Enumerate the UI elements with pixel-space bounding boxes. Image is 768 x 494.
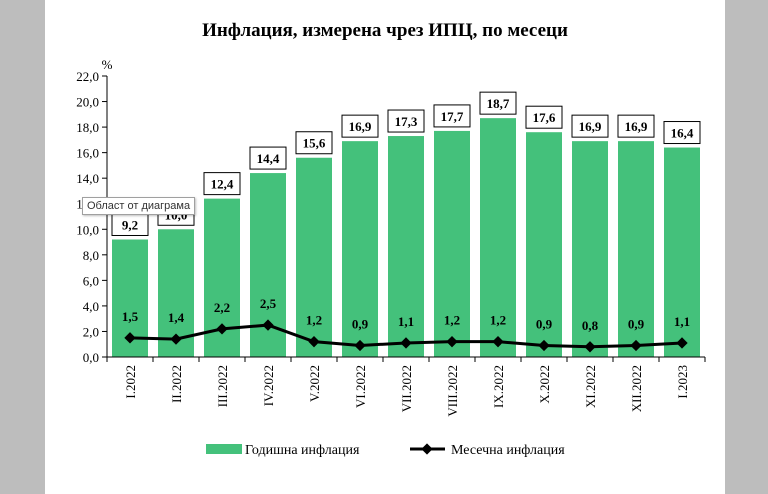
bar-data-label: 16,9 bbox=[579, 119, 602, 134]
bar-annual bbox=[342, 141, 378, 357]
y-axis-unit: % bbox=[102, 57, 113, 72]
line-marker-monthly bbox=[262, 319, 274, 331]
x-tick-label: III.2022 bbox=[215, 365, 230, 407]
y-tick-label: 14,0 bbox=[76, 171, 99, 186]
line-data-label: 1,1 bbox=[674, 314, 690, 329]
bar-data-label: 17,3 bbox=[395, 114, 418, 129]
line-data-label: 1,5 bbox=[122, 309, 139, 324]
bar-annual bbox=[388, 136, 424, 357]
line-marker-monthly bbox=[446, 336, 458, 348]
line-data-label: 1,2 bbox=[444, 313, 460, 328]
y-tick-label: 6,0 bbox=[83, 273, 99, 288]
x-tick-label: I.2022 bbox=[123, 365, 138, 399]
line-data-label: 0,8 bbox=[582, 318, 599, 333]
line-data-label: 1,4 bbox=[168, 310, 185, 325]
chart-area-tooltip: Област от диаграма bbox=[82, 197, 196, 215]
bar-label-box bbox=[249, 146, 287, 170]
bar-label-box bbox=[617, 114, 655, 138]
y-tick-label: 22,0 bbox=[76, 69, 99, 84]
bar-label-box bbox=[433, 104, 471, 128]
bar-annual bbox=[434, 130, 470, 357]
line-marker-monthly bbox=[216, 323, 228, 335]
bar-data-label: 17,7 bbox=[441, 109, 464, 124]
x-tick-label: IV.2022 bbox=[261, 365, 276, 406]
plot-area: 0,02,04,06,08,010,012,014,016,018,020,02… bbox=[76, 69, 706, 417]
x-tick-label: VI.2022 bbox=[353, 365, 368, 408]
y-tick-label: 16,0 bbox=[76, 146, 99, 161]
line-data-label: 1,1 bbox=[398, 314, 414, 329]
bar-data-label: 14,4 bbox=[257, 151, 280, 166]
bar-label-box bbox=[571, 114, 609, 138]
bar-label-box bbox=[341, 114, 379, 138]
x-tick-label: VIII.2022 bbox=[445, 365, 460, 417]
bar-data-label: 16,9 bbox=[625, 119, 648, 134]
y-tick-label: 4,0 bbox=[83, 299, 99, 314]
bar-annual bbox=[480, 118, 516, 358]
x-tick-label: I.2023 bbox=[675, 365, 690, 399]
legend-label-monthly: Месечна инфлация bbox=[451, 443, 565, 458]
line-data-label: 0,9 bbox=[536, 317, 553, 332]
bar-label-box bbox=[295, 131, 333, 155]
bar-data-label: 9,2 bbox=[122, 217, 138, 232]
bar-data-label: 18,7 bbox=[487, 96, 510, 111]
bar-label-box bbox=[663, 121, 701, 145]
line-data-label: 0,9 bbox=[352, 317, 369, 332]
y-tick-label: 2,0 bbox=[83, 324, 99, 339]
y-tick-label: 10,0 bbox=[76, 222, 99, 237]
y-tick-label: 0,0 bbox=[83, 350, 99, 365]
bar-label-box bbox=[479, 91, 517, 115]
line-marker-monthly bbox=[400, 337, 412, 349]
bar-annual bbox=[526, 132, 562, 357]
line-marker-monthly bbox=[676, 337, 688, 349]
bar-label-box bbox=[203, 172, 241, 196]
x-tick-label: V.2022 bbox=[307, 365, 322, 402]
x-tick-label: XI.2022 bbox=[583, 365, 598, 408]
x-tick-label: IX.2022 bbox=[491, 365, 506, 408]
chart-svg: Инфлация, измерена чрез ИПЦ, по месеци %… bbox=[76, 20, 706, 458]
legend-marker-monthly bbox=[421, 443, 433, 455]
bar-data-label: 16,4 bbox=[671, 126, 694, 141]
legend: Годишна инфлация Месечна инфлация bbox=[206, 443, 565, 458]
line-data-label: 1,2 bbox=[306, 313, 322, 328]
bar-data-label: 12,4 bbox=[211, 177, 234, 192]
chart-title: Инфлация, измерена чрез ИПЦ, по месеци bbox=[202, 20, 568, 41]
line-data-label: 2,5 bbox=[260, 296, 277, 311]
line-marker-monthly bbox=[630, 339, 642, 352]
line-marker-monthly bbox=[584, 341, 596, 353]
bar-annual bbox=[618, 141, 654, 357]
legend-swatch-annual bbox=[206, 444, 242, 454]
chart-area[interactable]: Инфлация, измерена чрез ИПЦ, по месеци %… bbox=[45, 0, 725, 494]
bar-annual bbox=[572, 141, 608, 357]
legend-label-annual: Годишна инфлация bbox=[245, 443, 360, 458]
line-data-label: 1,2 bbox=[490, 313, 506, 328]
bar-label-box bbox=[525, 105, 563, 129]
bar-annual bbox=[664, 147, 700, 357]
y-tick-label: 18,0 bbox=[76, 120, 99, 135]
line-marker-monthly bbox=[308, 336, 320, 348]
bar-data-label: 15,6 bbox=[303, 136, 326, 151]
line-marker-monthly bbox=[538, 339, 550, 352]
bar-annual bbox=[296, 157, 332, 357]
x-tick-label: II.2022 bbox=[169, 365, 184, 403]
y-tick-label: 8,0 bbox=[83, 248, 99, 263]
y-tick-label: 20,0 bbox=[76, 95, 99, 110]
bar-data-label: 16,9 bbox=[349, 119, 372, 134]
bar-label-box bbox=[387, 109, 425, 133]
line-data-label: 2,2 bbox=[214, 300, 230, 315]
line-marker-monthly bbox=[492, 336, 504, 348]
x-tick-label: XII.2022 bbox=[629, 365, 644, 412]
x-tick-label: X.2022 bbox=[537, 365, 552, 404]
x-tick-label: VII.2022 bbox=[399, 365, 414, 412]
bar-data-label: 17,6 bbox=[533, 110, 556, 125]
line-marker-monthly bbox=[354, 339, 366, 352]
line-data-label: 0,9 bbox=[628, 317, 645, 332]
